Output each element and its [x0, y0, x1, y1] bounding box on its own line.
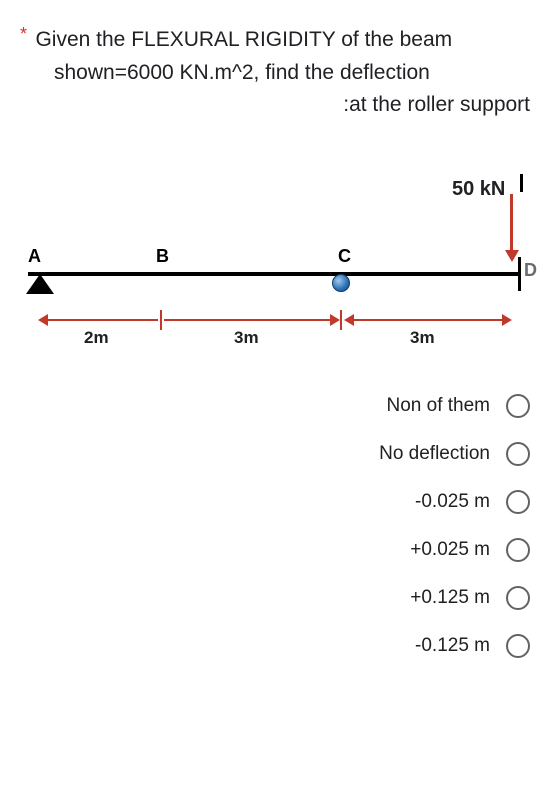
- question-line-2: shown=6000 KN.m^2, find the deflection: [54, 61, 430, 84]
- dim-arrow-right-icon: [330, 314, 340, 326]
- radio-icon[interactable]: [506, 490, 530, 514]
- pin-support-a: [26, 274, 54, 294]
- dim-line: [354, 319, 502, 321]
- option-item[interactable]: -0.125 m: [20, 622, 538, 670]
- node-label-c: C: [338, 246, 351, 267]
- dim-line: [48, 319, 158, 321]
- radio-icon[interactable]: [506, 394, 530, 418]
- options-list: Non of them No deflection -0.025 m +0.02…: [20, 382, 538, 670]
- radio-icon[interactable]: [506, 634, 530, 658]
- option-item[interactable]: +0.125 m: [20, 574, 538, 622]
- dim-label: 2m: [84, 328, 109, 348]
- dim-tick: [340, 310, 342, 330]
- option-item[interactable]: Non of them: [20, 382, 538, 430]
- beam-diagram: 50 kN A B C D 2m 3m 3m: [20, 152, 538, 362]
- option-item[interactable]: +0.025 m: [20, 526, 538, 574]
- dim-arrow-right-icon: [502, 314, 512, 326]
- force-arrow-head: [505, 250, 519, 262]
- right-end-tick: [520, 174, 523, 192]
- radio-icon[interactable]: [506, 538, 530, 562]
- right-end-bracket: [518, 257, 521, 291]
- option-label: +0.025 m: [410, 539, 490, 561]
- force-arrow-shaft: [510, 194, 513, 252]
- force-label: 50 kN: [452, 178, 505, 201]
- required-marker: *: [20, 24, 27, 44]
- beam-axis: [28, 272, 520, 276]
- option-label: -0.025 m: [415, 491, 490, 513]
- node-label-b: B: [156, 246, 169, 267]
- dim-line: [164, 319, 338, 321]
- node-label-a: A: [28, 246, 41, 267]
- option-label: -0.125 m: [415, 635, 490, 657]
- radio-icon[interactable]: [506, 586, 530, 610]
- dim-arrow-left-icon: [344, 314, 354, 326]
- node-label-d: D: [524, 260, 537, 281]
- option-label: Non of them: [387, 395, 491, 417]
- dim-arrow-left-icon: [38, 314, 48, 326]
- dim-tick: [160, 310, 162, 330]
- question-line-1: Given the FLEXURAL RIGIDITY of the beam: [35, 28, 452, 51]
- radio-icon[interactable]: [506, 442, 530, 466]
- roller-support-c: [332, 274, 350, 292]
- option-label: No deflection: [379, 443, 490, 465]
- option-label: +0.125 m: [410, 587, 490, 609]
- dim-label: 3m: [234, 328, 259, 348]
- question-text: * Given the FLEXURAL RIGIDITY of the bea…: [20, 24, 538, 122]
- option-item[interactable]: No deflection: [20, 430, 538, 478]
- question-line-3: :at the roller support: [343, 93, 530, 116]
- option-item[interactable]: -0.025 m: [20, 478, 538, 526]
- dim-label: 3m: [410, 328, 435, 348]
